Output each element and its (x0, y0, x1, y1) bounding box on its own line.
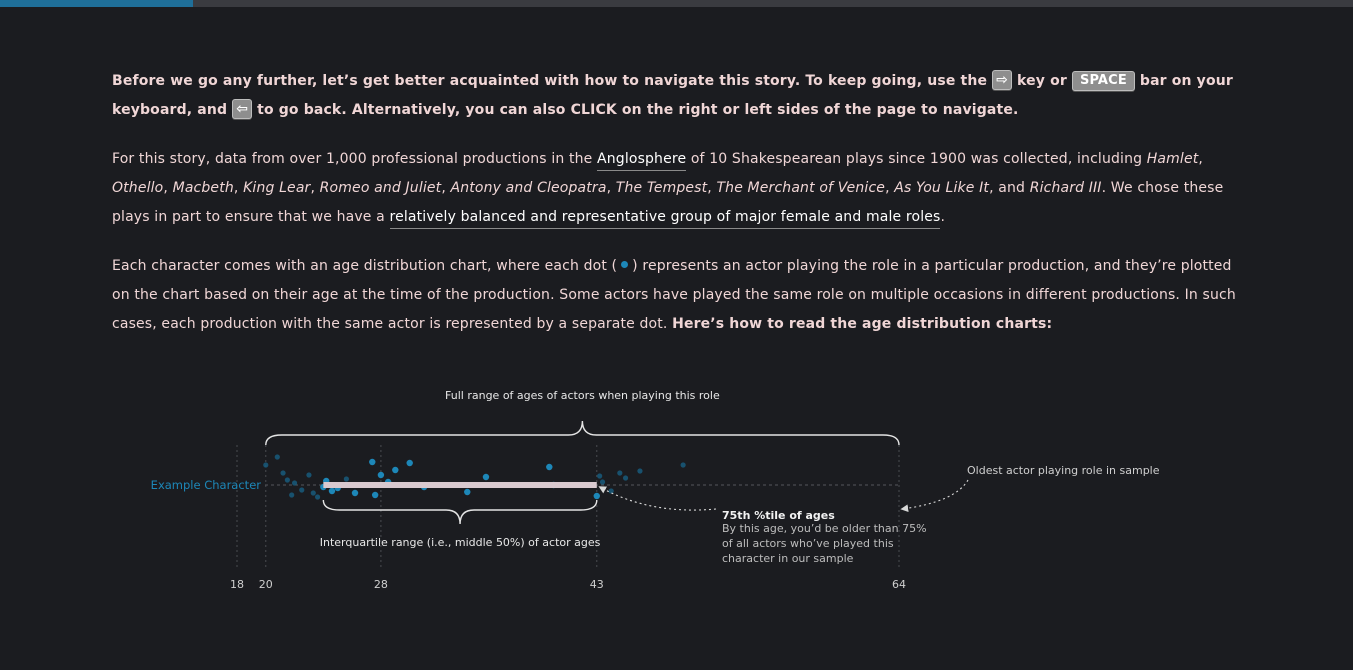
left-arrow-key-icon: ⇦ (232, 99, 253, 119)
p75-description-line: By this age, you’d be older than 75% (722, 522, 927, 535)
actor-dot (599, 479, 606, 485)
x-tick-label: 28 (374, 578, 388, 591)
intro-text-3: bar on your keyboard, and (112, 73, 1233, 118)
actor-dot (406, 459, 413, 467)
para2-text-4: . (940, 209, 946, 225)
actor-dot (464, 488, 471, 496)
x-tick-label: 20 (259, 578, 273, 591)
actor-dot (274, 454, 280, 460)
p75-description-line: of all actors who’ve played this (722, 537, 894, 550)
play-title: Romeo and Juliet (319, 180, 442, 196)
actor-dot (299, 487, 305, 493)
actor-dot (392, 466, 399, 474)
para3-text-2: ) represents an actor playing the role i… (112, 258, 1236, 332)
para2-text-2: of 10 Shakespearean plays since 1900 was… (690, 151, 1143, 167)
space-key-icon: SPACE (1071, 71, 1135, 91)
actor-dot (310, 490, 316, 496)
x-tick-label: 64 (892, 578, 906, 591)
iqr-bar (323, 482, 597, 488)
p75-description-line: character in our sample (722, 552, 854, 565)
actor-dot (622, 475, 629, 481)
actor-dot (482, 473, 490, 481)
actor-dot (314, 494, 321, 500)
para3-bold-text: Here’s how to read the age distribution … (672, 316, 1053, 332)
actor-dot (291, 480, 298, 486)
play-title: As You Like It (894, 180, 990, 196)
actor-dot (617, 470, 623, 476)
actor-dot (369, 458, 376, 466)
actor-dot-icon (621, 261, 629, 268)
actor-dot (289, 492, 295, 498)
para2-text-3: . We chose these plays in part to ensure… (112, 180, 1224, 225)
play-title: Antony and Cleopatra (450, 180, 607, 196)
play-title: The Merchant of Venice (716, 180, 886, 196)
actor-dot (280, 470, 286, 476)
full-range-brace (265, 420, 900, 446)
actor-dot (608, 488, 614, 494)
actor-dot (263, 462, 269, 468)
oldest-pointer-arrow (900, 479, 969, 513)
right-arrow-key-icon: ⇨ (992, 70, 1013, 90)
intro-text-1: Before we go any further, let’s get bett… (112, 73, 988, 89)
intro-text-2: key or (1017, 73, 1067, 89)
anglosphere-link[interactable]: Anglosphere (597, 151, 687, 171)
actor-dot (593, 492, 600, 500)
chart-explanation-paragraph: Each character comes with an age distrib… (112, 252, 1247, 339)
p75-title: 75th %tile of ages (722, 509, 835, 522)
oldest-label: Oldest actor playing role in sample (967, 464, 1160, 477)
character-label: Example Character (151, 478, 262, 492)
and-text: , and (989, 180, 1026, 196)
actor-dot (597, 473, 603, 479)
play-title: Macbeth (172, 180, 234, 196)
actor-dot (284, 477, 290, 483)
para3-text-1: Each character comes with an age distrib… (112, 258, 618, 274)
balanced-roles-link[interactable]: relatively balanced and representative g… (389, 209, 941, 229)
play-title: King Lear (243, 180, 311, 196)
play-title: Hamlet (1146, 151, 1199, 167)
progress-bar (0, 0, 1353, 7)
actor-dot (637, 468, 643, 474)
p75-pointer-arrow (598, 486, 717, 511)
actor-dot (306, 472, 312, 478)
iqr-brace (322, 499, 598, 525)
actor-dot (371, 491, 379, 499)
actor-dot (377, 471, 385, 479)
play-title: Othello (112, 180, 164, 196)
actor-dot (328, 487, 336, 495)
story-content: Before we go any further, let’s get bett… (112, 67, 1247, 359)
x-tick-label: 18 (230, 578, 244, 591)
data-description-paragraph: For this story, data from over 1,000 pro… (112, 145, 1247, 232)
actor-dot (546, 463, 553, 471)
intro-text-4: to go back. Alternatively, you can also … (257, 102, 1019, 118)
x-tick-label: 43 (590, 578, 604, 591)
actor-dot (343, 476, 349, 482)
iqr-label: Interquartile range (i.e., middle 50%) o… (320, 536, 601, 549)
progress-fill (0, 0, 194, 7)
play-title: Richard III (1029, 180, 1102, 196)
full-range-label: Full range of ages of actors when playin… (445, 389, 720, 402)
actor-dot (680, 462, 686, 468)
para2-text-1: For this story, data from over 1,000 pro… (112, 151, 593, 167)
navigation-instructions: Before we go any further, let’s get bett… (112, 67, 1247, 125)
play-title: The Tempest (615, 180, 708, 196)
actor-dot (351, 489, 359, 497)
